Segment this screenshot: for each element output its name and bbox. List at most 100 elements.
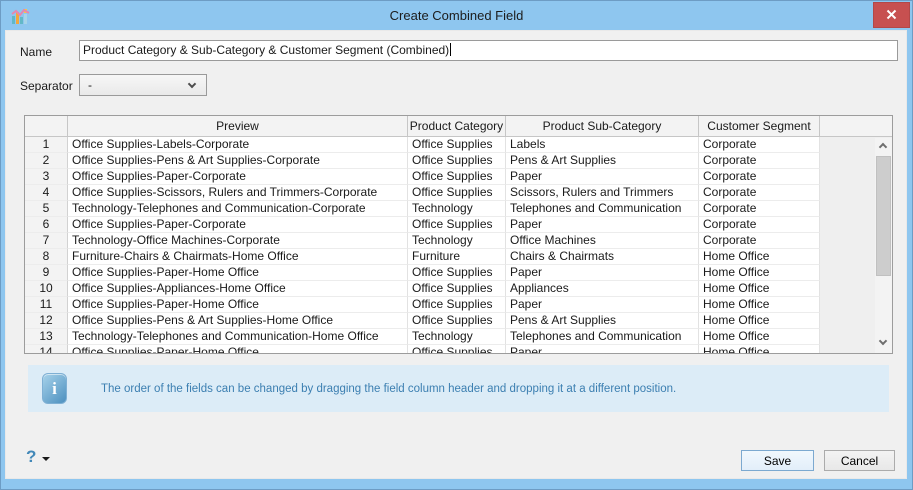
- cell-preview: Technology-Telephones and Communication-…: [68, 329, 408, 345]
- cell-sub: Appliances: [506, 281, 699, 297]
- cell-num: 3: [25, 169, 68, 185]
- info-icon: i: [42, 373, 67, 404]
- cell-cat: Office Supplies: [408, 217, 506, 233]
- row-number-header: [25, 116, 68, 136]
- cell-seg: Home Office: [699, 329, 820, 345]
- cell-seg: Corporate: [699, 233, 820, 249]
- cell-sub: Paper: [506, 169, 699, 185]
- cell-sub: Pens & Art Supplies: [506, 153, 699, 169]
- cell-num: 2: [25, 153, 68, 169]
- cell-seg: Corporate: [699, 201, 820, 217]
- chart-icon: [11, 6, 31, 26]
- column-header-preview[interactable]: Preview: [68, 116, 408, 136]
- help-icon: ?: [26, 447, 37, 466]
- table-row: 10 Office Supplies-Appliances-Home Office…: [25, 281, 820, 297]
- preview-table: Preview Product Category Product Sub-Cat…: [24, 115, 893, 354]
- cell-cat: Technology: [408, 329, 506, 345]
- cell-preview: Office Supplies-Paper-Corporate: [68, 217, 408, 233]
- cell-seg: Corporate: [699, 137, 820, 153]
- dialog-body: Name Product Category & Sub-Category & C…: [5, 30, 907, 479]
- cell-cat: Office Supplies: [408, 345, 506, 353]
- help-menu[interactable]: ?: [26, 447, 51, 466]
- separator-label: Separator: [20, 79, 73, 93]
- table-body: 1 Office Supplies-Labels-Corporate Office …: [25, 137, 892, 353]
- close-icon: [886, 8, 897, 23]
- table-row: 13 Technology-Telephones and Communicatio…: [25, 329, 820, 345]
- vertical-scrollbar[interactable]: [875, 138, 892, 353]
- cell-sub: Paper: [506, 297, 699, 313]
- caret-down-icon: [42, 456, 51, 461]
- table-row: 1 Office Supplies-Labels-Corporate Office …: [25, 137, 820, 153]
- cell-preview: Office Supplies-Pens & Art Supplies-Corp…: [68, 153, 408, 169]
- chevron-down-icon: [187, 79, 197, 89]
- cell-cat: Office Supplies: [408, 169, 506, 185]
- cell-seg: Home Office: [699, 297, 820, 313]
- separator-value: -: [88, 78, 92, 92]
- cell-preview: Office Supplies-Scissors, Rulers and Tri…: [68, 185, 408, 201]
- save-button[interactable]: Save: [741, 450, 814, 471]
- cell-seg: Corporate: [699, 217, 820, 233]
- cell-sub: Paper: [506, 265, 699, 281]
- cell-num: 11: [25, 297, 68, 313]
- cell-preview: Office Supplies-Appliances-Home Office: [68, 281, 408, 297]
- name-input[interactable]: Product Category & Sub-Category & Custom…: [79, 40, 898, 61]
- cell-sub: Paper: [506, 345, 699, 353]
- cell-cat: Office Supplies: [408, 137, 506, 153]
- cell-preview: Furniture-Chairs & Chairmats-Home Office: [68, 249, 408, 265]
- cell-preview: Office Supplies-Labels-Corporate: [68, 137, 408, 153]
- cell-sub: Pens & Art Supplies: [506, 313, 699, 329]
- cell-seg: Home Office: [699, 249, 820, 265]
- cell-sub: Office Machines: [506, 233, 699, 249]
- scroll-up-icon[interactable]: [878, 142, 888, 152]
- cell-cat: Technology: [408, 233, 506, 249]
- name-input-value: Product Category & Sub-Category & Custom…: [83, 43, 450, 57]
- cell-cat: Furniture: [408, 249, 506, 265]
- cell-cat: Office Supplies: [408, 265, 506, 281]
- scrollbar-thumb[interactable]: [876, 156, 891, 276]
- close-button[interactable]: [873, 2, 910, 28]
- cell-sub: Scissors, Rulers and Trimmers: [506, 185, 699, 201]
- cell-cat: Office Supplies: [408, 297, 506, 313]
- table-row: 2 Office Supplies-Pens & Art Supplies-Cor…: [25, 153, 820, 169]
- cell-preview: Office Supplies-Paper-Home Office: [68, 265, 408, 281]
- cell-num: 9: [25, 265, 68, 281]
- cell-preview: Technology-Telephones and Communication-…: [68, 201, 408, 217]
- cell-num: 13: [25, 329, 68, 345]
- cell-cat: Technology: [408, 201, 506, 217]
- cell-num: 1: [25, 137, 68, 153]
- table-row: 12 Office Supplies-Pens & Art Supplies-Ho…: [25, 313, 820, 329]
- cell-num: 7: [25, 233, 68, 249]
- dialog-title: Create Combined Field: [389, 8, 524, 23]
- cell-seg: Home Office: [699, 345, 820, 353]
- cell-cat: Office Supplies: [408, 185, 506, 201]
- cell-num: 6: [25, 217, 68, 233]
- cell-seg: Corporate: [699, 169, 820, 185]
- info-banner: i The order of the fields can be changed…: [28, 365, 889, 412]
- table-row: 14 Office Supplies-Paper-Home Office Offic…: [25, 345, 820, 353]
- cell-sub: Telephones and Communication: [506, 329, 699, 345]
- cell-num: 4: [25, 185, 68, 201]
- table-header-row: Preview Product Category Product Sub-Cat…: [25, 116, 892, 137]
- info-message: The order of the fields can be changed b…: [101, 382, 677, 395]
- column-header-customer-segment[interactable]: Customer Segment: [699, 116, 820, 136]
- cancel-button[interactable]: Cancel: [824, 450, 895, 471]
- cell-preview: Office Supplies-Paper-Corporate: [68, 169, 408, 185]
- scroll-down-icon[interactable]: [878, 336, 888, 346]
- titlebar[interactable]: Create Combined Field: [1, 1, 912, 30]
- cell-seg: Home Office: [699, 281, 820, 297]
- cell-sub: Labels: [506, 137, 699, 153]
- table-row: 9 Office Supplies-Paper-Home Office Office…: [25, 265, 820, 281]
- column-header-product-category[interactable]: Product Category: [408, 116, 506, 136]
- cell-preview: Office Supplies-Paper-Home Office: [68, 345, 408, 353]
- cell-num: 8: [25, 249, 68, 265]
- cell-num: 14: [25, 345, 68, 353]
- cell-cat: Office Supplies: [408, 281, 506, 297]
- cell-seg: Home Office: [699, 265, 820, 281]
- table-row: 5 Technology-Telephones and Communication…: [25, 201, 820, 217]
- text-cursor: [450, 43, 452, 56]
- column-header-product-sub-category[interactable]: Product Sub-Category: [506, 116, 699, 136]
- cell-num: 5: [25, 201, 68, 217]
- table-row: 6 Office Supplies-Paper-Corporate Office S…: [25, 217, 820, 233]
- separator-dropdown[interactable]: -: [79, 74, 207, 96]
